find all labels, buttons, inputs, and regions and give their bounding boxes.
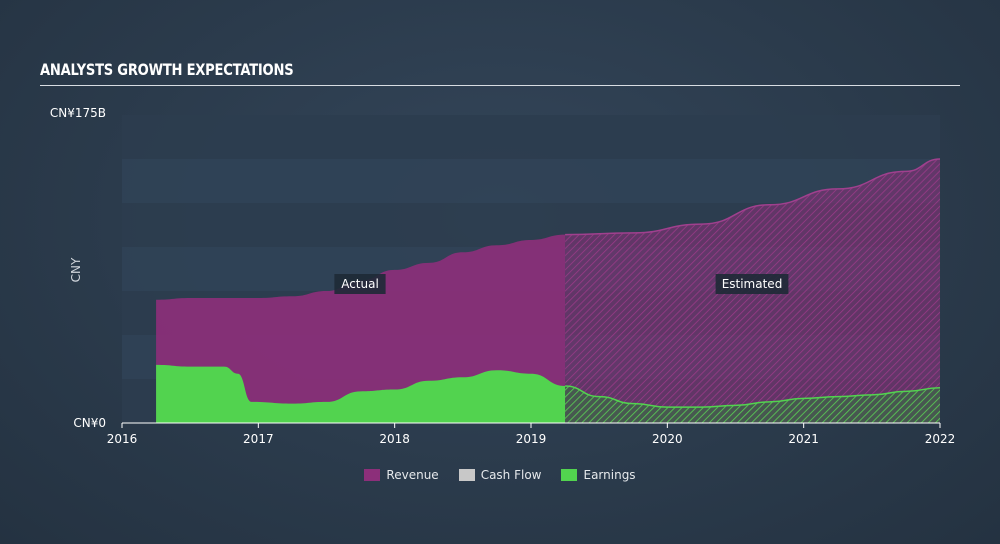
legend-label-earnings: Earnings: [583, 468, 636, 482]
y-tick-label-max: CN¥175B: [50, 106, 106, 120]
x-tick-label-2020: 2020: [652, 432, 683, 446]
legend-swatch-revenue: [364, 469, 381, 481]
axes: 2016 2017 2018 2019 2020 2021 2022 CN¥175B CN¥0 C…: [50, 106, 955, 446]
revenue-line-estimated: [565, 158, 941, 236]
x-tick-label-2021: 2021: [788, 432, 819, 446]
earnings-area-actual: [156, 364, 566, 423]
actual-annotation-text: Actual: [341, 277, 379, 291]
plot-band: [122, 159, 940, 203]
x-tick-label-2018: 2018: [379, 432, 410, 446]
x-tick-label-2017: 2017: [243, 432, 274, 446]
legend-item-cash-flow[interactable]: Cash Flow: [458, 468, 542, 482]
legend-item-earnings[interactable]: Earnings: [561, 468, 636, 482]
title-divider: [40, 85, 960, 86]
legend-swatch-cash-flow: [458, 469, 475, 481]
estimated-annotation-bg: [715, 274, 789, 294]
actual-annotation-bg: [334, 274, 386, 294]
earnings-line-estimated: [565, 385, 941, 408]
estimated-annotation: Estimated: [715, 274, 789, 294]
x-tick-label-2019: 2019: [516, 432, 547, 446]
chart-title: ANALYSTS GROWTH EXPECTATIONS: [40, 60, 294, 79]
legend-label-cash-flow: Cash Flow: [480, 468, 542, 482]
y-axis-label: CNY: [69, 257, 83, 282]
estimated-annotation-text: Estimated: [722, 277, 783, 291]
legend-swatch-earnings: [561, 469, 578, 481]
x-tick-label-2022: 2022: [925, 432, 956, 446]
y-tick-label-min: CN¥0: [73, 416, 106, 430]
x-tick-label-2016: 2016: [107, 432, 138, 446]
legend-item-revenue[interactable]: Revenue: [364, 468, 439, 482]
actual-annotation: Actual: [334, 274, 386, 294]
legend-label-revenue: Revenue: [386, 468, 439, 482]
earnings-area-estimated: [565, 386, 940, 423]
plot-band: [122, 115, 940, 159]
revenue-area-actual: [156, 234, 566, 423]
legend: Revenue Cash Flow Earnings: [0, 468, 1000, 482]
